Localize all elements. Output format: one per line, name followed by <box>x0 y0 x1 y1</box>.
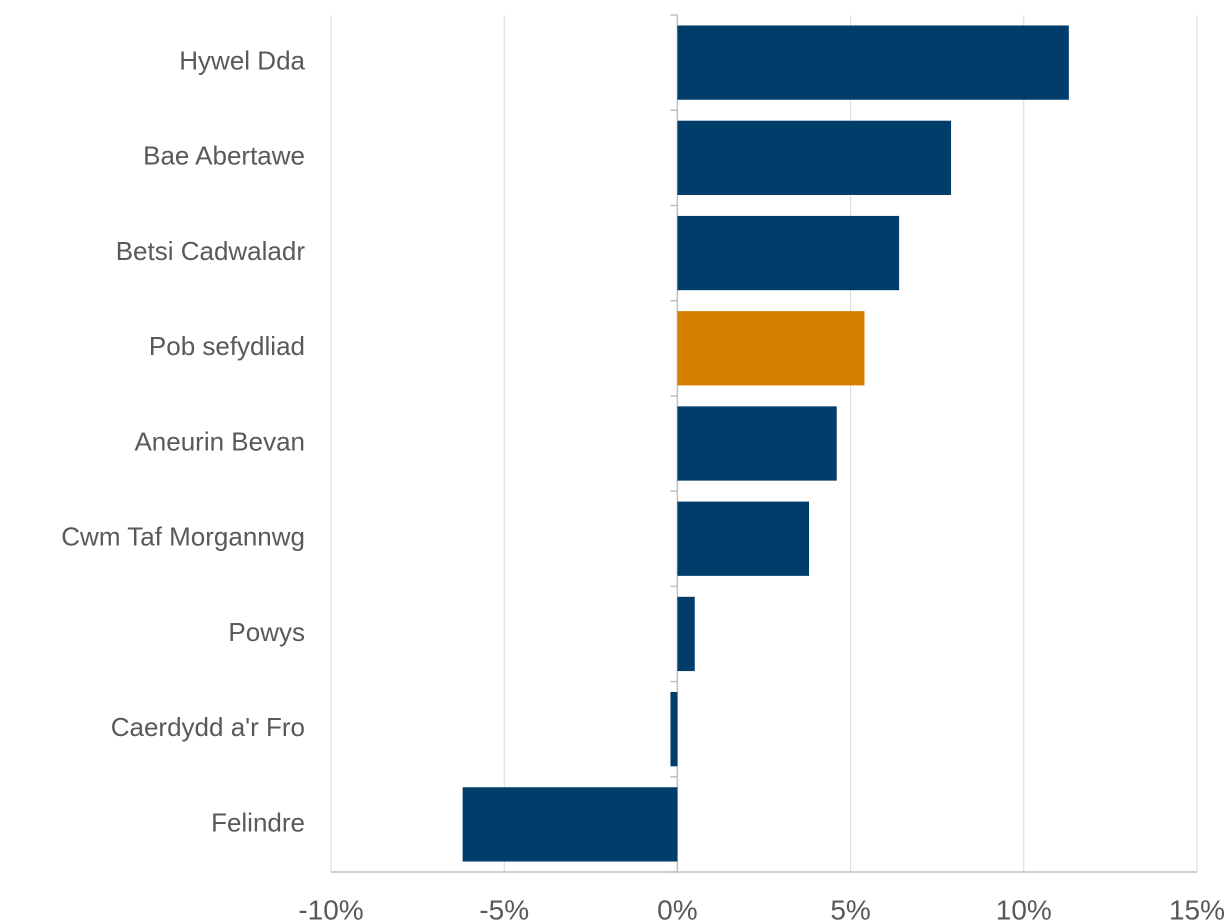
bar <box>677 311 865 386</box>
category-label: Caerdydd a'r Fro <box>111 712 305 742</box>
x-tick-label: 5% <box>830 894 870 922</box>
x-tick-label: 10% <box>996 894 1052 922</box>
category-label: Aneurin Bevan <box>134 426 305 456</box>
x-tick-label: 0% <box>657 894 697 922</box>
bar <box>670 692 678 767</box>
bar <box>677 596 695 672</box>
bar <box>677 406 837 481</box>
bar <box>677 120 952 195</box>
category-label: Powys <box>228 617 305 647</box>
category-label: Felindre <box>211 807 305 837</box>
category-label: Hywel Dda <box>179 45 305 75</box>
bar <box>462 787 678 862</box>
x-tick-label: 15% <box>1169 894 1225 922</box>
bar <box>677 25 1069 100</box>
category-label: Bae Abertawe <box>143 141 305 171</box>
category-label: Cwm Taf Morgannwg <box>61 522 305 552</box>
x-tick-label: -5% <box>479 894 529 922</box>
category-label: Pob sefydliad <box>149 331 305 361</box>
x-tick-label: -10% <box>298 894 363 922</box>
category-label: Betsi Cadwaladr <box>116 236 306 266</box>
bar <box>677 501 810 576</box>
bar <box>677 215 900 291</box>
